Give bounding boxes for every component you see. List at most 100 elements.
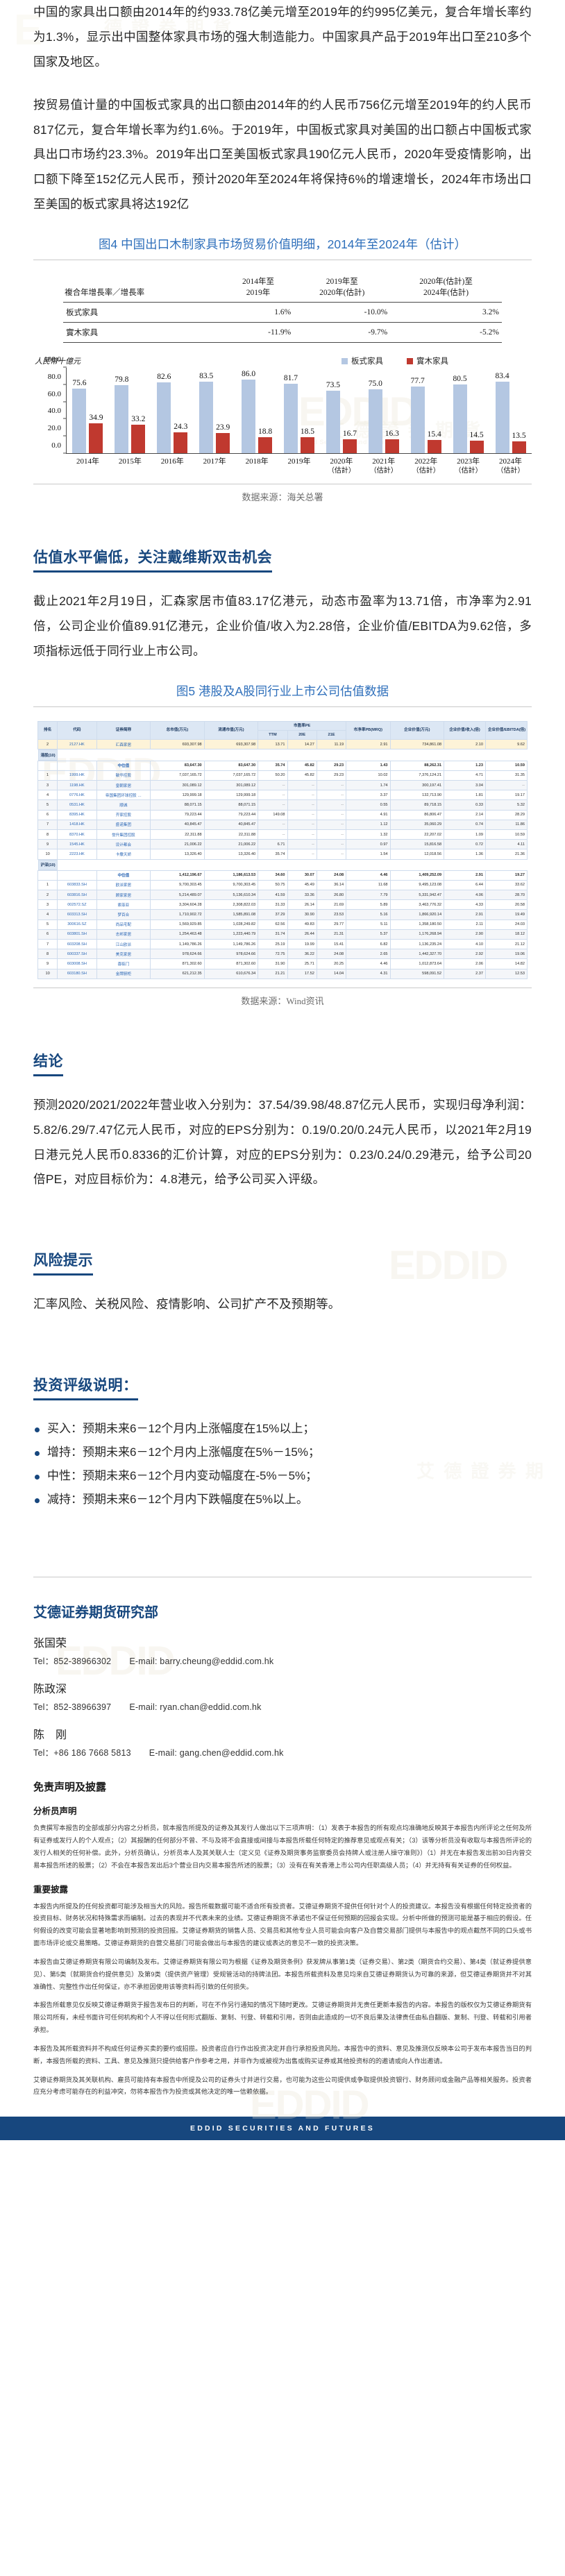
table-row[interactable]: 6 8395.HK 齐家控股 79,223.44 79,223.44 149.08 -- --… xyxy=(37,809,528,820)
table-row[interactable]: 5 0531.HK 顺诚 88,071.15 88,071.15 -- -- -- 0.55 89… xyxy=(37,799,528,811)
table-cell-ev_rev: 2.90 xyxy=(444,929,487,940)
chart-bar: 75.6 xyxy=(72,379,87,454)
table-cell-name: 尚品宅配 xyxy=(96,919,151,930)
table-group-row[interactable]: 沪深(10) xyxy=(37,859,58,870)
chart-y-tickmark xyxy=(63,452,67,454)
peer-col-header[interactable]: 流通市值(万元) xyxy=(203,720,259,740)
disclaimer-paragraph-1: 本报告由艾德证券期货有限公司编制及发布。艾德证券期货有限公司为根据《证券及期货条… xyxy=(33,1958,532,1990)
chart-bar-fill xyxy=(157,382,171,454)
table-row[interactable]: 2 2127.HK 汇森家居 693,307.98 693,307.98 13.71 14.… xyxy=(37,739,528,750)
table-cell-code: 1198.HK xyxy=(57,779,97,791)
table-row[interactable]: 5 300616.SZ 尚品宅配 1,569,929.85 1,028,249.82 62… xyxy=(37,919,528,930)
contact-tel[interactable]: Tel：+86 186 7668 5813 xyxy=(33,1748,131,1759)
table-cell-ev_rev: 1.23 xyxy=(444,760,487,771)
table-row[interactable]: 中位值 1,412,196.67 1,186,613.53 34.60 30.07 24.… xyxy=(37,870,528,881)
table-row[interactable]: 中位值 83,647.30 83,647.30 35.74 45.82 29.23 1.43… xyxy=(37,760,528,771)
table-cell-code: 1999.HK xyxy=(57,770,97,781)
table-cell-mcap: 21,006.22 xyxy=(150,839,205,850)
table-row[interactable]: 7 603208.SH 江山欧派 1,149,786.26 1,149,786.26 25… xyxy=(37,938,528,950)
peer-col-header[interactable]: 排名 xyxy=(37,720,58,740)
table-row[interactable]: 3 1198.HK 皇朝家居 301,089.12 301,089.12 -- -- -- 1.… xyxy=(37,779,528,791)
chart-x-tick-label: 2019年 xyxy=(287,457,311,466)
table-cell-code xyxy=(57,760,97,771)
table-row[interactable]: 10 603180.SH 金牌厨柜 621,212.35 610,676.34 21.21… xyxy=(37,968,528,979)
chart-x-tick-note: （估計） xyxy=(454,466,482,475)
cagr-col-1-line1: 2014年至 xyxy=(242,278,275,286)
chart-bar-fill xyxy=(115,384,129,454)
peer-valuation-table: 排名 代码 证券简称 总市值(万元) 流通市值(万元) 市盈率PE 市净率PB(MRQ) 企业… xyxy=(37,720,528,979)
table-cell-e20: -- xyxy=(287,809,317,820)
table-row[interactable]: 2 603816.SH 顾家家居 5,214,489.07 5,136,610.34 41… xyxy=(37,890,528,901)
table-row[interactable]: 4 0776.HK 帝国集团环球控股 … 129,999.18 129,999.18 --… xyxy=(37,790,528,801)
table-cell-ev_rev: 6.44 xyxy=(444,879,487,891)
table-cell-e20: 25.71 xyxy=(287,958,317,969)
chart-y-tickmark xyxy=(63,366,67,368)
table-cell-mcap: 129,999.18 xyxy=(150,790,205,801)
section-heading-risk: 风险提示 xyxy=(33,1249,93,1276)
table-cell-name: 誉升集团控股 xyxy=(96,829,151,840)
table-cell-mcap: 1,710,902.72 xyxy=(150,909,205,920)
chart-x-tick-label: 2015年 xyxy=(118,457,142,466)
peer-col-header[interactable]: 企业价值(万元) xyxy=(389,720,445,740)
peer-col-header[interactable]: 20E xyxy=(287,730,317,740)
peer-col-header[interactable]: 总市值(万元) xyxy=(150,720,205,740)
contact-tel[interactable]: Tel：852-38966302 xyxy=(33,1656,112,1667)
table-cell-code: 0531.HK xyxy=(57,799,97,811)
paragraph-risk: 汇率风险、关税风险、疫情影响、公司扩产不及预期等。 xyxy=(33,1297,341,1312)
table-cell-e20: -- xyxy=(287,799,317,811)
table-cell-name: 齐家控股 xyxy=(96,809,151,820)
contact-email[interactable]: E-mail: barry.cheung@eddid.com.hk xyxy=(129,1656,274,1667)
contact-details: Tel：852-38966302 E-mail: barry.cheung@edd… xyxy=(33,1654,532,1667)
table-row[interactable]: 1 1999.HK 敏华控股 7,037,165.72 7,037,165.72 50.2… xyxy=(37,770,528,781)
rating-item-2: 中性：预期未来6－12个月内变动幅度在-5%－5%； xyxy=(33,1464,532,1488)
peer-col-header[interactable]: 证券简称 xyxy=(96,720,151,740)
table-row[interactable]: 8 600337.SH 美克家居 978,624.66 978,624.66 72.75 3… xyxy=(37,949,528,960)
table-cell-e21: 20.25 xyxy=(316,958,347,969)
peer-col-header[interactable]: 21E xyxy=(316,730,347,740)
chart-bar: 77.7 xyxy=(411,377,425,454)
table-cell-ttm: 50.75 xyxy=(258,879,288,891)
contact-email[interactable]: E-mail: gang.chen@eddid.com.hk xyxy=(149,1748,284,1759)
table-cell-pb: 4.31 xyxy=(346,968,391,979)
table-cell-name: 欧派家居 xyxy=(96,879,151,891)
chart-x-tick-label: 2018年 xyxy=(245,457,269,466)
chart-y-tick: 40.0 xyxy=(47,407,61,416)
table-cell-e20: 14.27 xyxy=(287,739,317,750)
peer-col-header[interactable]: 代码 xyxy=(57,720,97,740)
table-row[interactable]: 7 1418.HK 盛诺集团 40,845.47 40,845.47 -- -- -- 1.12… xyxy=(37,819,528,830)
contact-tel[interactable]: Tel：852-38966397 xyxy=(33,1702,112,1713)
table-row[interactable]: 4 603313.SH 梦百合 1,710,902.72 1,585,891.08 37.… xyxy=(37,909,528,920)
table-cell-mcap: 978,624.66 xyxy=(150,949,205,960)
table-cell-ev: 1,866,920.14 xyxy=(389,909,445,920)
table-cell-ttm: 31.74 xyxy=(258,929,288,940)
table-cell-pb: 2.65 xyxy=(346,949,391,960)
peer-col-header[interactable]: 市净率PB(MRQ) xyxy=(346,720,391,740)
table-row[interactable]: 6 603801.SH 志邦家居 1,254,463.48 1,223,440.79 31… xyxy=(37,929,528,940)
table-cell-e21: -- xyxy=(316,849,347,860)
table-row[interactable]: 3 002572.SZ 索菲亚 3,304,604.28 2,308,822.03 31.… xyxy=(37,899,528,910)
table-cell-e20: 26.44 xyxy=(287,929,317,940)
chart-bar: 16.3 xyxy=(385,430,399,454)
chart-bar-fill xyxy=(131,425,146,454)
peer-col-header[interactable]: 企业价值/EBITDA(倍) xyxy=(485,720,528,740)
chart-bar-fill xyxy=(242,380,256,454)
peer-col-header[interactable]: 企业价值/收入(倍) xyxy=(444,720,487,740)
table-group-row[interactable]: 港股(10) xyxy=(37,749,58,761)
table-cell-e21: 21.69 xyxy=(316,899,347,910)
table-row[interactable]: 1 603833.SH 欧派家居 9,700,303.45 9,700,303.45 50… xyxy=(37,879,528,891)
table-row[interactable]: 9 1545.HK 设计都会 21,006.22 21,006.22 6.71 -- -- 0.… xyxy=(37,839,528,850)
table-cell-code: 0776.HK xyxy=(57,790,97,801)
table-cell-rank: 4 xyxy=(37,909,58,920)
cagr-row-header: 複合年增長率／增長率 xyxy=(65,288,145,297)
table-cell-e20: 36.22 xyxy=(287,949,317,960)
table-row[interactable]: 8 8370.HK 誉升集团控股 22,311.88 22,311.88 -- -- -- 1.… xyxy=(37,829,528,840)
table-cell-ttm: 72.75 xyxy=(258,949,288,960)
table-row[interactable]: 9 603008.SH 喜临门 871,302.60 871,302.60 31.90 25… xyxy=(37,958,528,969)
table-row[interactable]: 10 2223.HK 卡撒天娇 13,326.40 13,326.40 35.74 -- --… xyxy=(37,849,528,860)
table-cell-mcap: 693,307.98 xyxy=(150,739,205,750)
table-cell-pb: 1.43 xyxy=(346,760,391,771)
table-cell-pb: 1.74 xyxy=(346,779,391,791)
contact-email[interactable]: E-mail: ryan.chan@eddid.com.hk xyxy=(129,1702,262,1713)
peer-col-header[interactable]: TTM xyxy=(258,730,288,740)
chart-bar-group: 75.0 16.3 xyxy=(362,368,405,454)
